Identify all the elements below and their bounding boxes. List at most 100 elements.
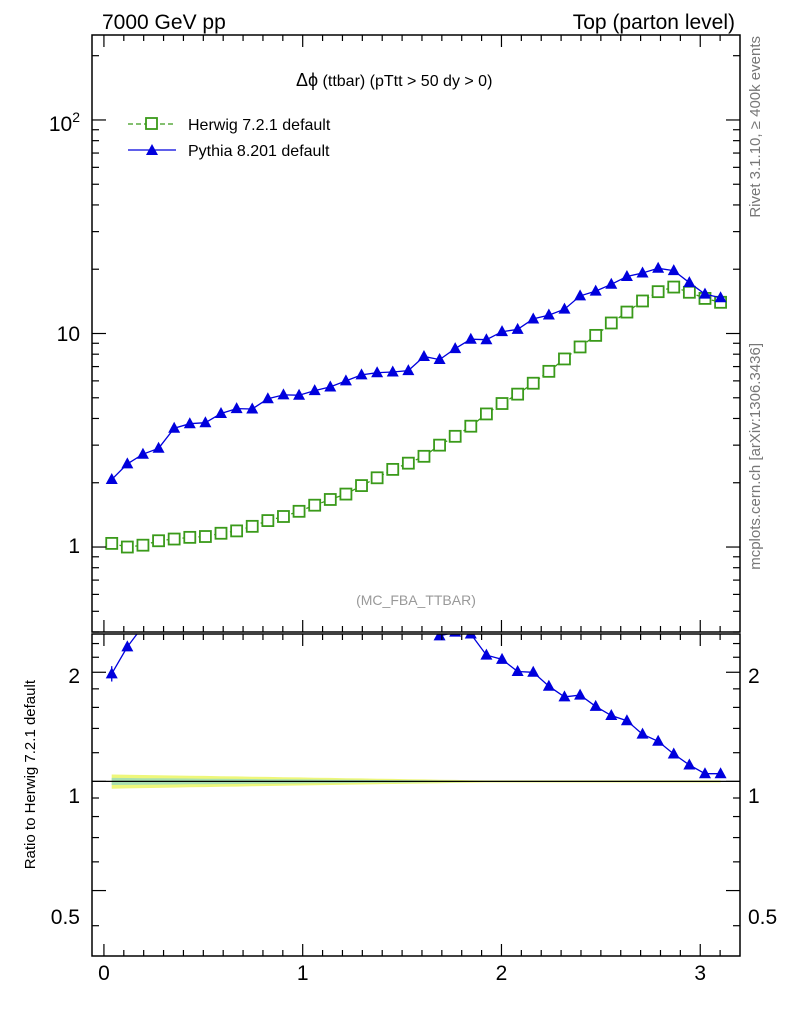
pythia-ratio-point — [480, 648, 493, 660]
pythia-point — [199, 416, 212, 428]
pythia-ratio-point — [605, 708, 618, 720]
pythia-point — [683, 276, 696, 288]
legend-entry-herwig: Herwig 7.2.1 default — [128, 117, 331, 134]
mcplots-note: mcplots.cern.ch [arXiv:1306.3436] — [747, 343, 764, 570]
pythia-ratio-point — [340, 583, 352, 594]
pythia-ratio-point — [231, 567, 243, 578]
pythia-point — [714, 291, 727, 303]
axis-ticks — [92, 35, 740, 956]
herwig-point — [433, 438, 446, 452]
pythia-point — [558, 302, 571, 314]
legend-pythia-marker — [146, 144, 158, 155]
main-series-layer — [105, 261, 727, 554]
analysis-label: (MC_FBA_TTBAR) — [356, 592, 476, 608]
ratio-ytick-label-right: 2 — [748, 665, 760, 688]
pythia-ratio-point — [153, 617, 165, 628]
rivet-note: Rivet 3.1.10, ≥ 400k events — [747, 36, 764, 218]
pythia-ratio-line — [111, 634, 721, 775]
herwig-point — [464, 419, 478, 433]
herwig-point — [511, 387, 525, 401]
pythia-point — [402, 364, 415, 376]
pythia-point — [620, 269, 633, 281]
header-right: Top (parton level) — [573, 11, 735, 34]
chart-title: Δϕ (ttbar) (pTtt > 50 dy > 0) — [296, 70, 492, 90]
main-ytick-label: 102 — [49, 109, 80, 136]
herwig-point — [120, 540, 134, 554]
herwig-main-line — [111, 286, 721, 548]
pythia-point — [183, 417, 196, 429]
main-ytick-label: 10 — [57, 323, 80, 346]
pythia-point — [449, 342, 462, 354]
pythia-ratio-point — [262, 568, 274, 579]
herwig-point — [682, 285, 696, 299]
herwig-point — [401, 456, 415, 470]
pythia-ratio-point — [387, 609, 399, 620]
pythia-point — [589, 284, 602, 296]
pythia-ratio-point — [683, 758, 696, 770]
legend: Herwig 7.2.1 default Pythia 8.201 defaul… — [128, 117, 331, 160]
pythia-ratio-point — [184, 582, 196, 593]
pythia-ratio-point — [402, 618, 414, 629]
herwig-point — [636, 294, 649, 308]
pythia-ratio-point — [324, 584, 336, 595]
pythia-point — [261, 392, 274, 404]
pythia-point — [246, 402, 259, 414]
herwig-point — [370, 471, 384, 485]
herwig-point — [386, 462, 400, 476]
pythia-ratio-point — [636, 727, 649, 739]
ratio-y-axis-label: Ratio to Herwig 7.2.1 default — [22, 679, 39, 869]
ratio-plot-frame — [91, 633, 741, 957]
pythia-point — [433, 353, 446, 365]
pythia-point — [698, 287, 711, 299]
ratio-ytick-label: 1 — [68, 785, 80, 808]
herwig-point — [292, 504, 306, 518]
herwig-point — [261, 514, 275, 527]
pythia-point — [277, 388, 290, 400]
ratio-ytick-label-right: 0.5 — [748, 906, 777, 929]
pythia-ratio-point — [542, 679, 555, 691]
pythia-ratio-point — [511, 664, 524, 676]
herwig-point — [495, 397, 509, 410]
herwig-point — [620, 305, 634, 319]
herwig-point — [323, 493, 337, 506]
herwig-point — [417, 449, 431, 463]
pythia-ratio-point — [246, 576, 258, 587]
herwig-point — [448, 429, 462, 443]
ratio-ytick-label: 0.5 — [51, 906, 80, 929]
pythia-point — [511, 322, 524, 334]
pythia-point — [230, 402, 243, 414]
pythia-ratio-point — [589, 699, 602, 711]
herwig-point — [183, 530, 197, 544]
herwig-point — [651, 285, 665, 299]
herwig-point — [589, 328, 603, 342]
herwig-point — [105, 536, 119, 550]
pythia-ratio-point — [215, 571, 227, 582]
pythia-point — [605, 277, 618, 289]
pythia-ratio-point — [293, 578, 305, 589]
x-tick-label: 1 — [297, 962, 309, 985]
herwig-point — [277, 510, 290, 523]
pythia-ratio-point — [277, 568, 289, 579]
herwig-point — [214, 526, 228, 540]
pythia-ratio-point — [574, 688, 587, 700]
pythia-ratio-point — [527, 665, 540, 677]
legend-herwig-label: Herwig 7.2.1 default — [188, 117, 331, 134]
pythia-ratio-point — [652, 734, 665, 746]
pythia-ratio-point — [168, 587, 180, 598]
herwig-point — [667, 280, 681, 294]
pythia-point — [527, 312, 540, 324]
pythia-point — [308, 384, 321, 396]
pythia-point — [293, 388, 306, 400]
pythia-point — [168, 421, 181, 433]
herwig-point — [604, 316, 618, 330]
pythia-point — [105, 473, 118, 485]
pythia-ratio-point — [121, 640, 134, 652]
ratio-series-layer — [105, 567, 727, 779]
chart-title-rest: (ttbar) (pTtt > 50 dy > 0) — [318, 73, 492, 90]
herwig-point — [308, 498, 322, 512]
pythia-ratio-point — [714, 767, 727, 779]
pythia-point — [324, 380, 337, 392]
pythia-ratio-point — [137, 620, 149, 631]
pythia-point — [574, 289, 587, 301]
